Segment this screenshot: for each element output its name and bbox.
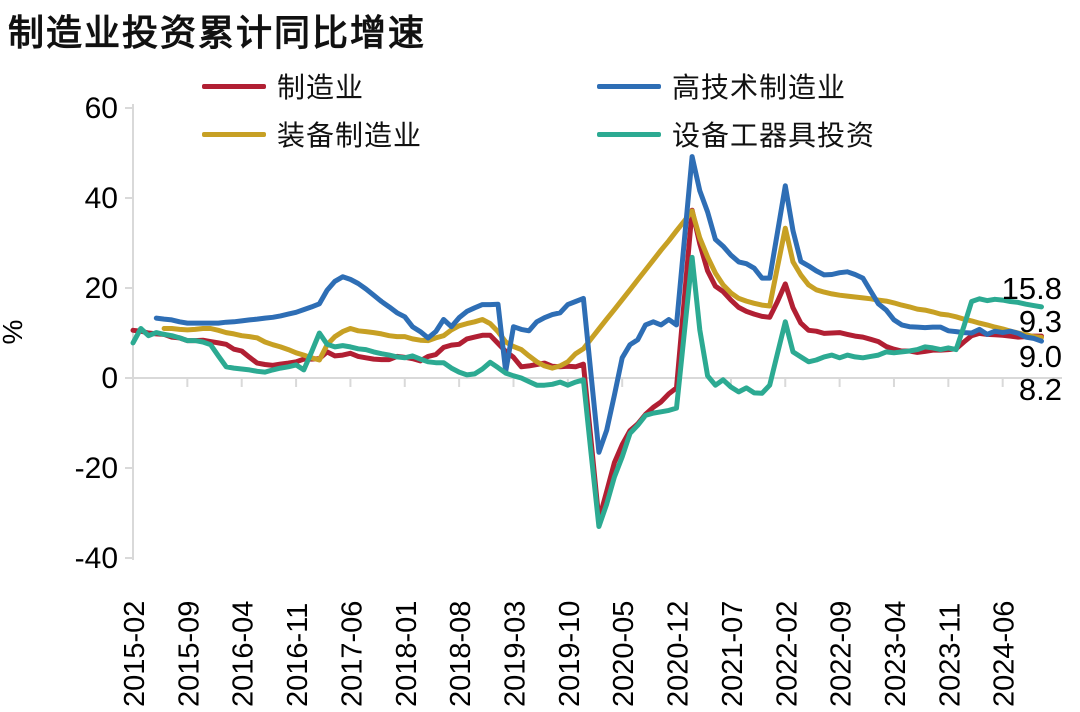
legend-label-equipment-manufacturing: 装备制造业 bbox=[277, 119, 423, 152]
x-tick-label: 2021-07 bbox=[717, 601, 749, 707]
legend-item-hightech-manufacturing: 高技术制造业 bbox=[597, 68, 846, 104]
x-tick-label: 2015-02 bbox=[119, 601, 151, 707]
series-line-制造业 bbox=[130, 207, 1044, 523]
y-tick-label: -20 bbox=[75, 452, 118, 485]
x-tick-label: 2018-01 bbox=[391, 601, 423, 707]
x-tick-label: 2016-04 bbox=[228, 601, 260, 707]
series-line-装备制造业 bbox=[161, 208, 1044, 371]
series-end-value-label: 8.2 bbox=[1019, 372, 1062, 407]
x-tick-label: 2019-03 bbox=[499, 601, 531, 707]
x-tick-label: 2017-06 bbox=[336, 601, 368, 707]
y-tick-label: 40 bbox=[85, 182, 118, 215]
legend-swatch-manufacturing bbox=[202, 83, 266, 89]
legend-item-equipment-manufacturing: 装备制造业 bbox=[202, 116, 422, 152]
y-tick-label: 0 bbox=[101, 362, 118, 395]
legend-label-hightech-manufacturing: 高技术制造业 bbox=[672, 71, 847, 104]
y-tick-label: -40 bbox=[75, 542, 118, 575]
x-tick-label: 2018-08 bbox=[445, 601, 477, 707]
series-line-设备工器具投资 bbox=[130, 254, 1044, 529]
series-end-value-label: 15.8 bbox=[1002, 271, 1062, 306]
x-tick-label: 2020-05 bbox=[608, 601, 640, 707]
x-tick-label: 2024-06 bbox=[989, 601, 1021, 707]
x-tick-label: 2015-09 bbox=[173, 601, 205, 707]
chart-title: 制造业投资累计同比增速 bbox=[8, 12, 427, 54]
x-tick-label: 2023-11 bbox=[934, 603, 966, 707]
series-line-高技术制造业 bbox=[153, 154, 1044, 455]
legend-item-tools-investment: 设备工器具投资 bbox=[597, 116, 875, 152]
legend-label-tools-investment: 设备工器具投资 bbox=[672, 119, 876, 152]
x-tick-label: 2019-10 bbox=[554, 601, 586, 707]
y-axis-unit-label: % bbox=[0, 320, 28, 345]
x-tick-label: 2022-02 bbox=[771, 601, 803, 707]
legend-label-manufacturing: 制造业 bbox=[277, 71, 365, 104]
x-tick-label: 2020-12 bbox=[663, 601, 695, 707]
y-tick-label: 60 bbox=[85, 92, 118, 125]
x-tick-label: 2023-04 bbox=[880, 601, 912, 707]
legend-swatch-tools-investment bbox=[597, 131, 661, 137]
y-tick-label: 20 bbox=[85, 272, 118, 305]
legend-swatch-hightech-manufacturing bbox=[597, 83, 661, 89]
legend-item-manufacturing: 制造业 bbox=[202, 68, 364, 104]
series-end-value-label: 9.3 bbox=[1019, 304, 1062, 339]
legend-swatch-equipment-manufacturing bbox=[202, 131, 266, 137]
x-tick-label: 2022-09 bbox=[826, 601, 858, 707]
series-end-value-label: 9.0 bbox=[1019, 339, 1062, 374]
x-tick-label: 2016-11 bbox=[282, 603, 314, 707]
